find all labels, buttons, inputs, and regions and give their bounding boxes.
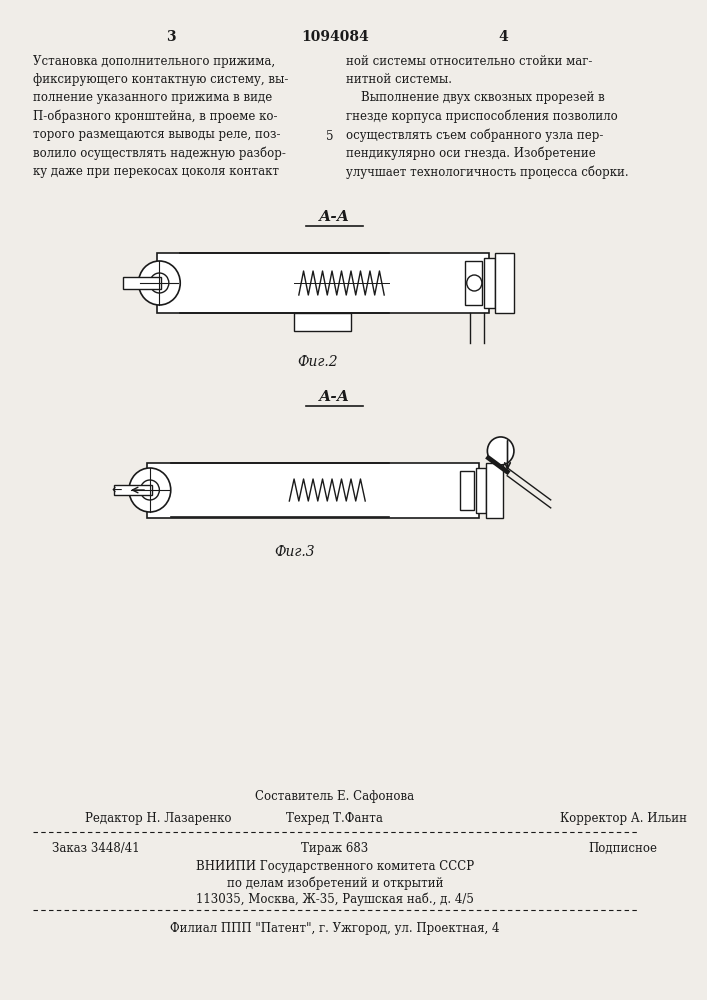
Bar: [389, 253, 464, 313]
Text: Подписное: Подписное: [588, 842, 657, 855]
Bar: [294, 313, 351, 331]
Bar: [484, 258, 495, 308]
Bar: [180, 253, 294, 313]
Bar: [495, 253, 514, 313]
Bar: [389, 253, 464, 313]
Circle shape: [467, 275, 482, 291]
Text: по делам изобретений и открытий: по делам изобретений и открытий: [227, 876, 443, 890]
Text: 1094084: 1094084: [301, 30, 369, 44]
Bar: [180, 253, 294, 313]
Circle shape: [141, 480, 159, 500]
Text: Заказ 3448/41: Заказ 3448/41: [52, 842, 140, 855]
Text: 5: 5: [327, 130, 334, 143]
Text: Составитель Е. Сафонова: Составитель Е. Сафонова: [255, 790, 414, 803]
Text: Техред Т.Фанта: Техред Т.Фанта: [286, 812, 383, 825]
Circle shape: [139, 261, 180, 305]
Bar: [389, 463, 460, 518]
Text: ной системы относительно стойки маг-
нитной системы.
    Выполнение двух сквозны: ной системы относительно стойки маг- нит…: [346, 55, 629, 179]
Text: А-А: А-А: [320, 390, 351, 404]
Bar: [171, 463, 285, 518]
Text: 3: 3: [166, 30, 175, 44]
Text: Тираж 683: Тираж 683: [301, 842, 368, 855]
Text: 113035, Москва, Ж-35, Раушская наб., д. 4/5: 113035, Москва, Ж-35, Раушская наб., д. …: [196, 892, 474, 906]
Bar: [147, 463, 479, 518]
Bar: [123, 277, 161, 289]
Bar: [389, 463, 460, 518]
Circle shape: [487, 437, 514, 465]
Bar: [460, 471, 474, 510]
Text: Редактор Н. Лазаренко: Редактор Н. Лазаренко: [86, 812, 232, 825]
Bar: [156, 253, 489, 313]
Text: Фиг.2: Фиг.2: [298, 355, 338, 369]
Circle shape: [129, 468, 171, 512]
Text: Фиг.3: Фиг.3: [274, 545, 315, 559]
Text: Филиал ППП "Патент", г. Ужгород, ул. Проектная, 4: Филиал ППП "Патент", г. Ужгород, ул. Про…: [170, 922, 500, 935]
Text: А-А: А-А: [320, 210, 351, 224]
Bar: [114, 485, 152, 495]
Bar: [171, 463, 285, 518]
Text: Корректор А. Ильин: Корректор А. Ильин: [560, 812, 686, 825]
Text: Установка дополнительного прижима,
фиксирующего контактную систему, вы-
полнение: Установка дополнительного прижима, фикси…: [33, 55, 288, 178]
Bar: [464, 261, 482, 305]
Text: ←: ←: [111, 484, 122, 496]
Bar: [486, 463, 503, 518]
Circle shape: [150, 273, 169, 293]
Text: ВНИИПИ Государственного комитета СССР: ВНИИПИ Государственного комитета СССР: [196, 860, 474, 873]
Text: 4: 4: [498, 30, 508, 44]
Bar: [477, 468, 486, 513]
